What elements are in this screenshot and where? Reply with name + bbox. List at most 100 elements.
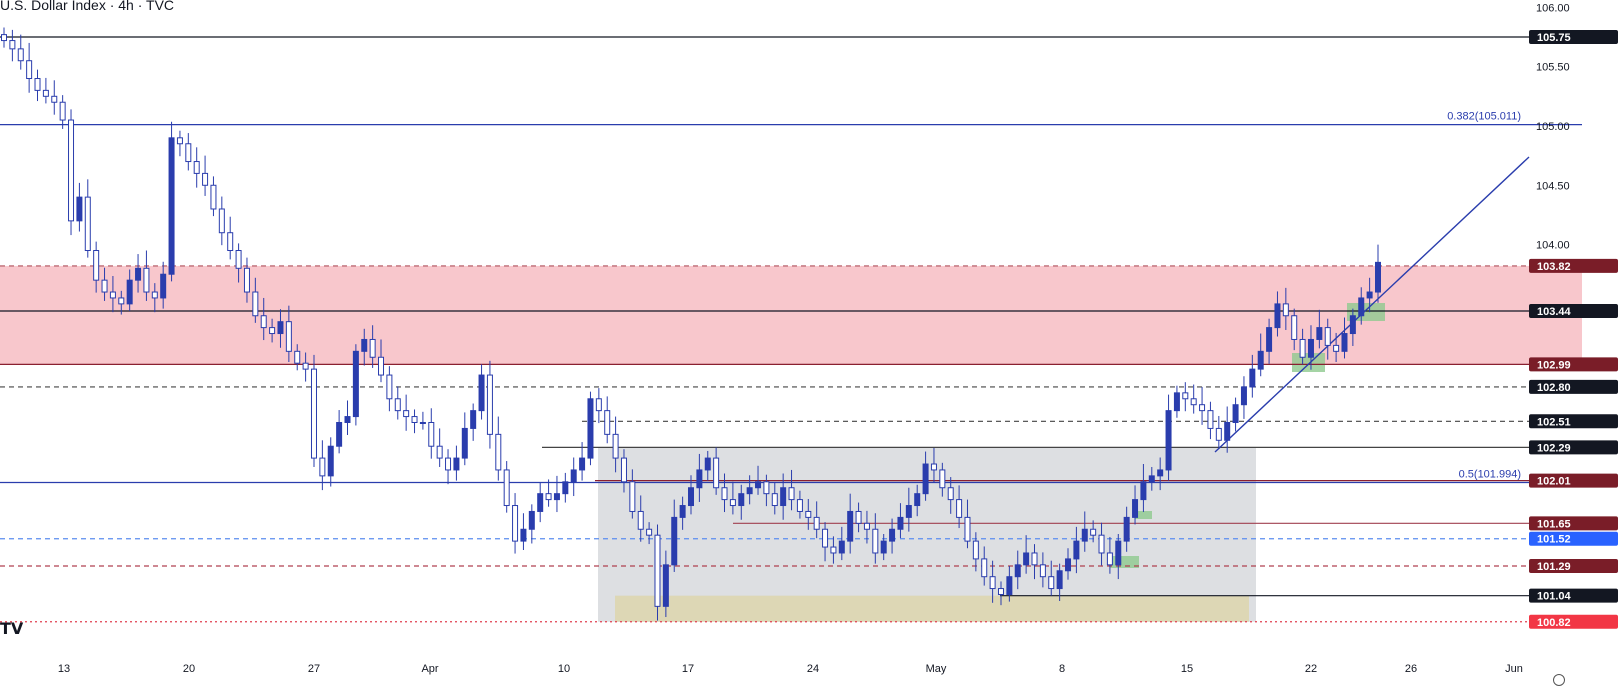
candle-body — [17, 48, 24, 62]
candle-body — [109, 291, 116, 299]
candle-body — [486, 374, 493, 435]
candle-body — [327, 445, 334, 477]
x-tick-label: 26 — [1405, 663, 1417, 675]
candle-body — [1148, 475, 1155, 483]
candle-body — [620, 457, 627, 483]
price-badge-label: 102.51 — [1537, 416, 1571, 428]
candle-body — [579, 457, 586, 471]
x-tick-label: 10 — [558, 663, 570, 675]
candle-body — [553, 493, 560, 501]
candle-body — [453, 457, 460, 471]
settings-icon[interactable] — [1553, 674, 1565, 686]
x-tick-label: 13 — [58, 663, 70, 675]
price-badge — [1529, 531, 1618, 546]
candle-body — [210, 184, 217, 210]
candle-body — [1031, 552, 1038, 566]
candle-body — [310, 368, 317, 459]
candle-body — [1073, 540, 1080, 560]
candle-body — [285, 321, 292, 352]
price-badge-label: 103.44 — [1537, 306, 1572, 318]
candle-body — [956, 499, 963, 518]
candle-body — [1098, 534, 1105, 554]
candle-body — [59, 101, 66, 121]
candle-body — [813, 516, 820, 530]
candle-body — [855, 510, 862, 524]
candle-body — [126, 279, 133, 305]
candle-body — [746, 487, 753, 495]
candle-body — [428, 421, 435, 447]
price-badge-label: 101.04 — [1537, 591, 1572, 603]
candle-body — [227, 232, 234, 252]
candle-body — [1190, 398, 1197, 406]
candle-body — [151, 291, 158, 299]
price-badge-label: 102.01 — [1537, 476, 1571, 488]
price-badge-label: 102.29 — [1537, 442, 1571, 454]
candle-body — [1106, 552, 1113, 566]
candle-body — [478, 374, 485, 412]
x-tick-label: May — [926, 663, 947, 675]
candle-body — [838, 540, 845, 554]
candle-body — [1132, 499, 1139, 518]
price-badge — [1529, 379, 1618, 394]
candle-body — [1199, 404, 1206, 412]
candle-body — [512, 505, 519, 542]
candle-body — [344, 416, 351, 423]
candle-body — [713, 457, 720, 489]
candle-body — [1048, 576, 1055, 590]
support-zone — [615, 595, 1249, 622]
candle-body — [394, 398, 401, 412]
fib-label: 0.5(101.994) — [1459, 469, 1521, 481]
candle-body — [411, 416, 418, 423]
candle-body — [9, 40, 16, 50]
candle-body — [503, 469, 510, 507]
price-badge-label: 102.80 — [1537, 382, 1571, 394]
support-marker-3 — [1135, 511, 1152, 519]
candle-body — [176, 137, 183, 145]
candle-body — [1341, 333, 1348, 352]
candle-body — [637, 510, 644, 530]
candle-body — [51, 95, 58, 103]
candle-body — [679, 505, 686, 518]
candle-body — [738, 493, 745, 507]
candle-body — [168, 137, 175, 275]
x-tick-label: 8 — [1059, 663, 1065, 675]
candle-body — [1065, 558, 1072, 572]
candle-body — [863, 522, 870, 530]
price-badge — [1529, 588, 1618, 603]
x-tick-label: Jun — [1505, 663, 1523, 675]
candle-body — [419, 421, 426, 424]
candle-body — [470, 410, 477, 429]
candle-body — [1257, 350, 1264, 370]
candle-body — [1039, 564, 1046, 578]
candle-body — [671, 516, 678, 566]
x-tick-label: 20 — [183, 663, 195, 675]
candle-body — [34, 78, 41, 91]
candle-body — [922, 463, 929, 495]
price-badge-label: 101.65 — [1537, 518, 1571, 530]
candle-body — [528, 510, 535, 530]
candle-body — [135, 267, 142, 281]
candle-body — [889, 528, 896, 542]
candle-body — [1173, 392, 1180, 412]
trendline — [1214, 156, 1530, 453]
price-badge — [1529, 414, 1618, 429]
candle-body — [1, 34, 7, 42]
candle-body — [445, 457, 452, 471]
candle-body — [302, 362, 309, 370]
candle-body — [1274, 303, 1281, 329]
x-tick-label: Apr — [421, 663, 438, 675]
candle-body — [755, 481, 762, 489]
candle-body — [260, 315, 267, 329]
y-tick-label: 104.00 — [1536, 240, 1570, 252]
candle-body — [1349, 315, 1356, 335]
candle-body — [1291, 315, 1298, 340]
candle-body — [1157, 469, 1164, 477]
candle-body — [729, 499, 736, 507]
candle-body — [788, 487, 795, 501]
candle-body — [160, 273, 167, 299]
candle-body — [235, 250, 242, 269]
candle-body — [193, 161, 200, 174]
price-badge — [1529, 614, 1618, 629]
candle-body — [386, 374, 393, 400]
